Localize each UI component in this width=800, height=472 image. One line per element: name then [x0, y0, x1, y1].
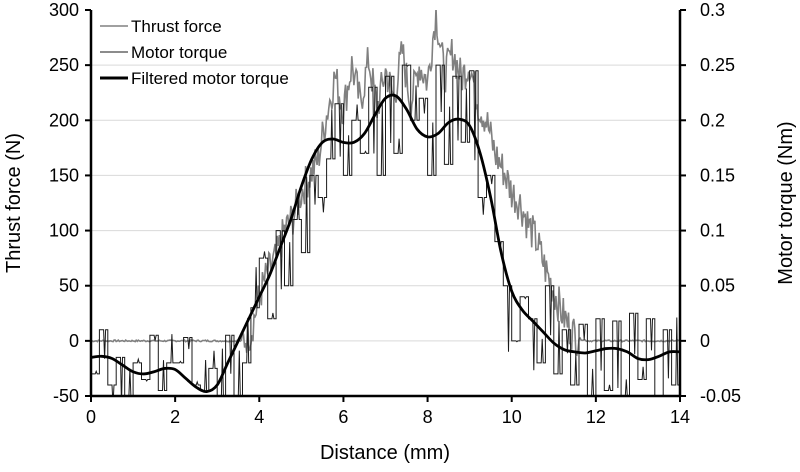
x-tick-label: 0 [86, 407, 96, 427]
x-tick-label: 2 [170, 407, 180, 427]
y-tick-label: 100 [49, 221, 79, 241]
x-tick-label: 4 [254, 407, 264, 427]
tick-labels: 300250200150100500-500.30.250.20.150.10.… [49, 0, 741, 427]
motor-torque-line [91, 64, 680, 396]
y2-tick-label: 0.05 [700, 276, 735, 296]
y-axis-title: Thrust force (N) [3, 133, 25, 273]
filtered-motor-torque-line [91, 93, 680, 393]
y-tick-label: 250 [49, 55, 79, 75]
y2-tick-label: 0.25 [700, 55, 735, 75]
y2-tick-label: 0.15 [700, 165, 735, 185]
x-tick-label: 6 [338, 407, 348, 427]
legend-label-torque: Motor torque [131, 43, 227, 62]
y2-tick-label: 0 [700, 331, 710, 351]
x-tick-label: 12 [586, 407, 606, 427]
axes [85, 9, 686, 402]
x-tick-label: 8 [423, 407, 433, 427]
thrust-force-line [91, 10, 680, 357]
legend-label-filtered: Filtered motor torque [131, 69, 289, 88]
x-axis-title: Distance (mm) [320, 442, 450, 464]
x-tick-label: 14 [670, 407, 690, 427]
legend: Thrust force Motor torque Filtered motor… [100, 17, 289, 88]
y2-tick-label: 0.1 [700, 221, 725, 241]
plot-series [91, 10, 680, 396]
y2-axis-title: Motor torque (Nm) [775, 121, 797, 284]
y-tick-label: 300 [49, 0, 79, 20]
y2-tick-label: -0.05 [700, 386, 741, 406]
y-tick-label: 50 [59, 276, 79, 296]
y-tick-label: 200 [49, 110, 79, 130]
y2-tick-label: 0.2 [700, 110, 725, 130]
y-tick-label: 0 [69, 331, 79, 351]
legend-label-thrust: Thrust force [131, 17, 222, 36]
y-tick-label: -50 [53, 386, 79, 406]
x-tick-label: 10 [502, 407, 522, 427]
y-tick-label: 150 [49, 165, 79, 185]
y2-tick-label: 0.3 [700, 0, 725, 20]
